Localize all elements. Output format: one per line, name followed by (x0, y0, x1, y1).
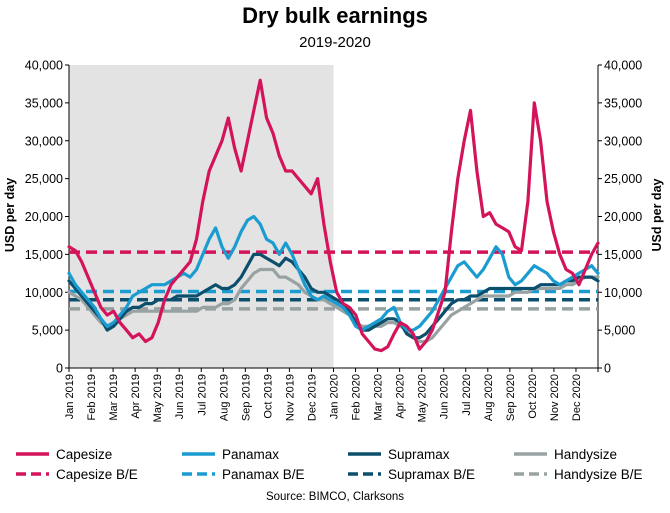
y-axis-label-right: USd per day (650, 178, 664, 251)
x-tick-label: Jun 2019 (174, 374, 186, 419)
x-tick-label: Jul 2019 (196, 374, 208, 416)
series-line-capesize (67, 78, 600, 353)
y-axis-label-left: USD per day (3, 178, 17, 252)
legend-label-panamax-b-e: Panamax B/E (222, 467, 305, 482)
legend-label-handysize: Handysize (554, 447, 617, 462)
y-tick-label-right: 5,000 (604, 324, 635, 338)
x-tick-label: Oct 2020 (527, 374, 539, 419)
y-tick-label-left: 25,000 (25, 172, 63, 186)
x-tick-label: Apr 2020 (395, 374, 407, 419)
x-tick-label: Jan 2020 (329, 374, 341, 419)
y-tick-label-right: 15,000 (604, 248, 642, 262)
series-lines (67, 78, 600, 353)
axes: 0 0 5,000 5,000 10,000 10,000 15,000 15,000 20,0… (25, 59, 643, 423)
x-tick-label: Nov 2020 (549, 374, 561, 421)
y-tick-label-left: 0 (56, 362, 63, 376)
legend: Capesize Panamax Supramax Handysize Capesize… (16, 447, 643, 482)
y-tick-label-right: 30,000 (604, 134, 642, 148)
x-tick-label: Nov 2019 (284, 374, 296, 421)
x-tick-label: Jun 2020 (439, 374, 451, 419)
legend-label-supramax-b-e: Supramax B/E (388, 467, 475, 482)
legend-label-supramax: Supramax (388, 447, 450, 462)
y-tick-label-left: 20,000 (25, 210, 63, 224)
legend-label-handysize-b-e: Handysize B/E (554, 467, 643, 482)
y-tick-label-right: 40,000 (604, 59, 642, 73)
series-line-panamax (67, 214, 600, 332)
legend-label-capesize-b-e: Capesize B/E (56, 467, 138, 482)
y-tick-label-left: 10,000 (25, 286, 63, 300)
x-tick-label: Feb 2020 (351, 374, 363, 420)
legend-label-capesize: Capesize (56, 447, 112, 462)
chart-subtitle: 2019-2020 (299, 34, 371, 51)
x-tick-label: Jan 2019 (64, 374, 76, 419)
x-tick-label: Dec 2019 (306, 374, 318, 421)
x-tick-label: Aug 2019 (218, 374, 230, 421)
x-tick-label: Apr 2019 (130, 374, 142, 419)
y-tick-label-right: 35,000 (604, 96, 642, 110)
series-line-supramax (67, 252, 600, 340)
x-tick-label: Dec 2020 (571, 374, 583, 421)
chart-source: Source: BIMCO, Clarksons (266, 491, 404, 503)
x-tick-label: Aug 2020 (483, 374, 495, 421)
y-tick-label-right: 10,000 (604, 286, 642, 300)
y-tick-label-left: 30,000 (25, 134, 63, 148)
y-tick-label-left: 35,000 (25, 96, 63, 110)
x-tick-label: May 2020 (417, 374, 429, 422)
y-tick-label-left: 5,000 (32, 324, 63, 338)
y-tick-label-right: 20,000 (604, 210, 642, 224)
series-line-handysize (67, 267, 600, 344)
x-tick-label: Feb 2019 (86, 374, 98, 420)
x-tick-label: Mar 2019 (108, 374, 120, 420)
x-tick-label: May 2019 (152, 374, 164, 422)
x-tick-label: Sep 2019 (240, 374, 252, 421)
y-tick-label-right: 25,000 (604, 172, 642, 186)
x-tick-label: Mar 2020 (373, 374, 385, 420)
y-tick-label-right: 0 (604, 362, 611, 376)
y-tick-label-left: 15,000 (25, 248, 63, 262)
y-tick-label-left: 40,000 (25, 59, 63, 73)
chart-title: Dry bulk earnings (242, 3, 428, 28)
x-tick-label: Oct 2019 (262, 374, 274, 419)
x-tick-label: Jul 2020 (461, 374, 473, 416)
legend-label-panamax: Panamax (222, 447, 279, 462)
x-tick-label: Sep 2020 (505, 374, 517, 421)
